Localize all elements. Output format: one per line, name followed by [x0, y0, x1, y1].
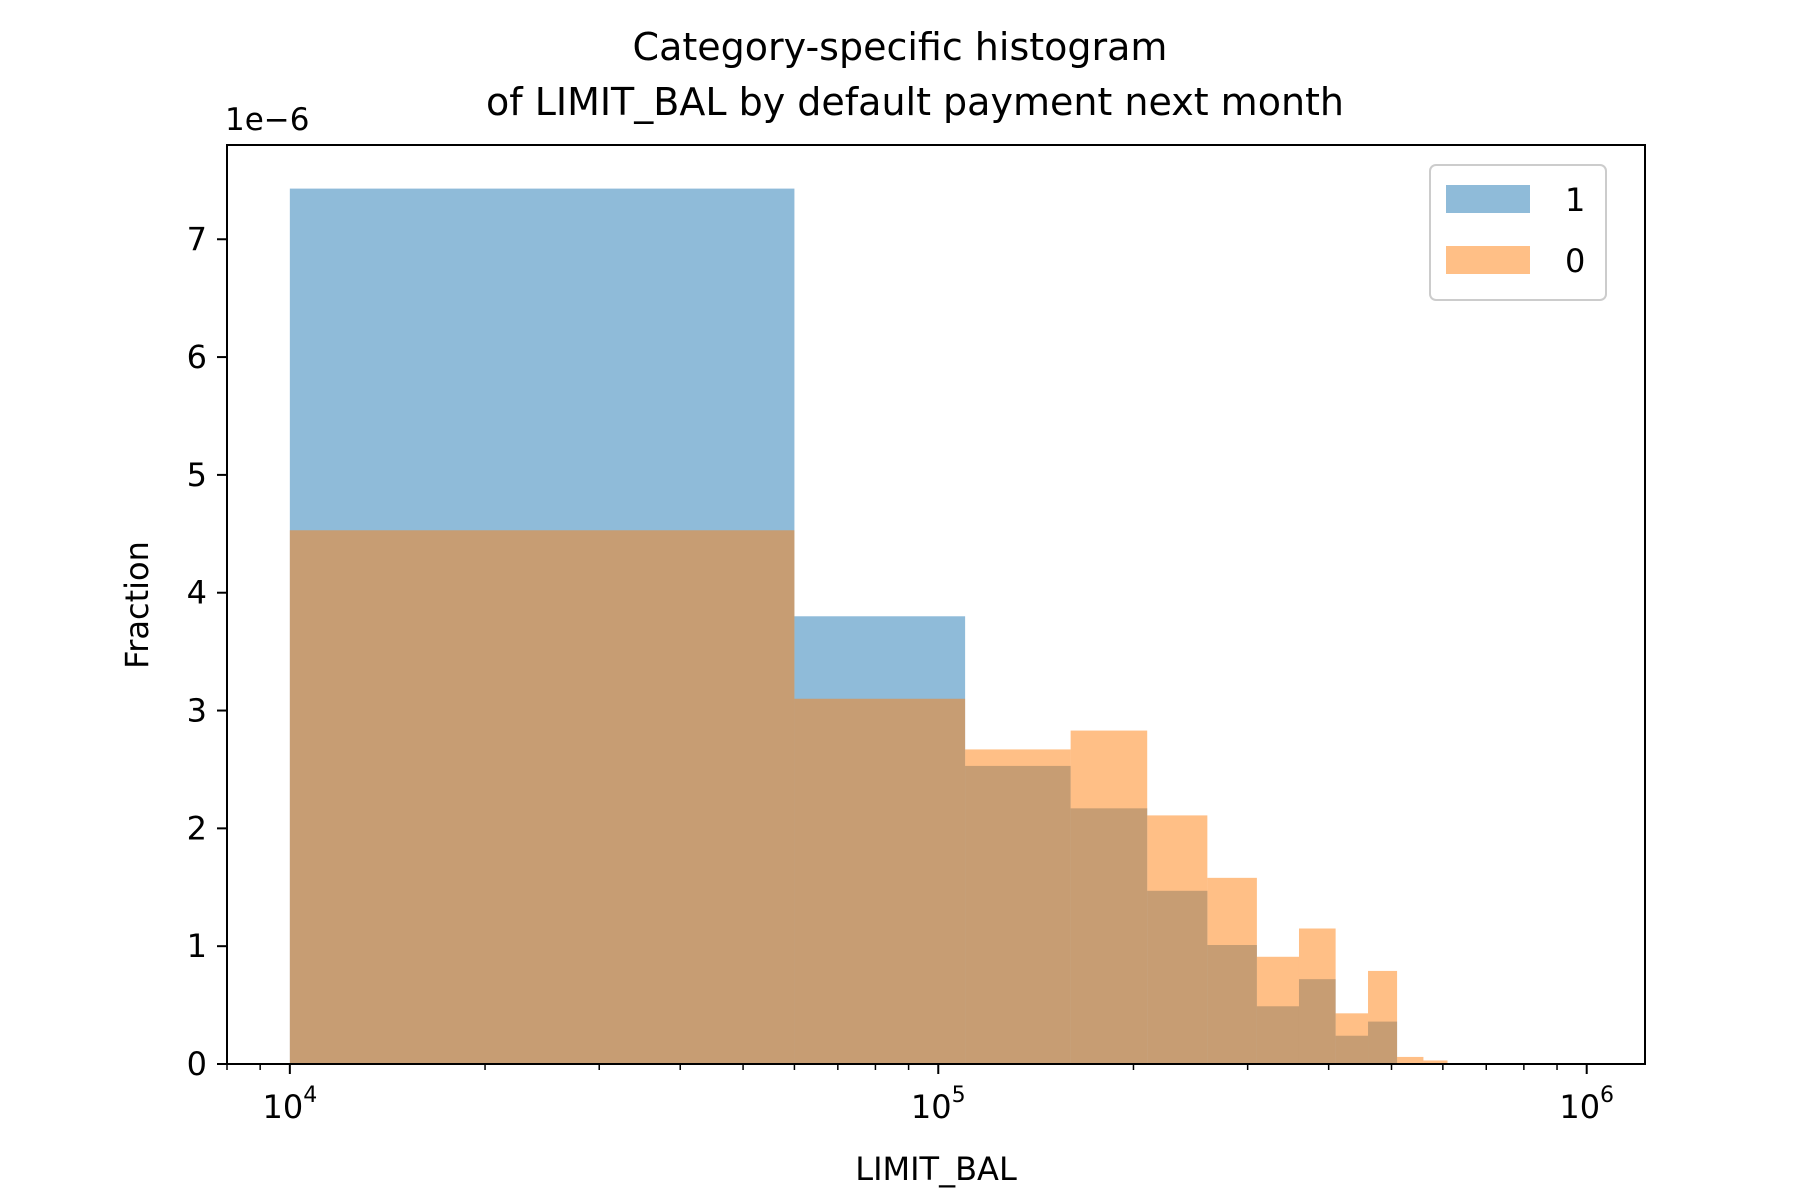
series-0-bars — [289, 530, 1448, 1064]
x-tick-label-0: 104 — [262, 1083, 317, 1126]
legend-label-0: 0 — [1565, 242, 1585, 280]
bar-series-0-bin-5 — [1207, 877, 1257, 1064]
bar-series-0-bin-2 — [965, 749, 1071, 1064]
bar-series-0-bin-11 — [1423, 1060, 1448, 1064]
y-tick-label-6: 6 — [187, 338, 207, 376]
bar-series-0-bin-4 — [1147, 815, 1208, 1064]
chart-title-line-1: Category-specific histogram — [633, 25, 1168, 69]
bar-series-0-bin-6 — [1256, 956, 1299, 1064]
bar-series-0-bin-10 — [1397, 1056, 1424, 1064]
y-tick-label-0: 0 — [187, 1045, 207, 1083]
legend: 10 — [1429, 164, 1607, 301]
plot-frame — [226, 144, 1646, 1065]
y-axis-label: Fraction — [118, 541, 156, 669]
y-tick-label-4: 4 — [187, 574, 207, 612]
x-tick-label-1: 105 — [911, 1083, 966, 1126]
x-axis-label: LIMIT_BAL — [855, 1150, 1017, 1188]
y-offset-label: 1e−6 — [225, 102, 310, 138]
chart-title: Category-specific histogram of LIMIT_BAL… — [486, 25, 1344, 124]
bar-series-0-bin-3 — [1070, 730, 1148, 1064]
bars-layer — [289, 188, 1448, 1065]
y-axis: 0 1 2 3 4 5 6 7 — [187, 220, 227, 1083]
y-tick-label-2: 2 — [187, 809, 207, 847]
x-tick-label-2: 106 — [1559, 1083, 1614, 1126]
bar-series-0-bin-0 — [289, 530, 795, 1064]
bar-series-0-bin-8 — [1335, 1013, 1369, 1064]
bar-series-0-bin-7 — [1298, 928, 1336, 1064]
y-tick-label-3: 3 — [187, 692, 207, 730]
bar-series-0-bin-9 — [1368, 970, 1398, 1064]
legend-label-1: 1 — [1565, 181, 1585, 219]
bar-series-0-bin-1 — [794, 698, 966, 1064]
y-tick-label-1: 1 — [187, 927, 207, 965]
legend-swatch-1 — [1446, 185, 1530, 213]
legend-swatch-0 — [1446, 246, 1530, 274]
y-tick-label-7: 7 — [187, 220, 207, 258]
chart-title-line-2: of LIMIT_BAL by default payment next mon… — [486, 80, 1344, 124]
y-tick-label-5: 5 — [187, 456, 207, 494]
x-axis: 104 105 106 — [226, 1064, 1614, 1126]
